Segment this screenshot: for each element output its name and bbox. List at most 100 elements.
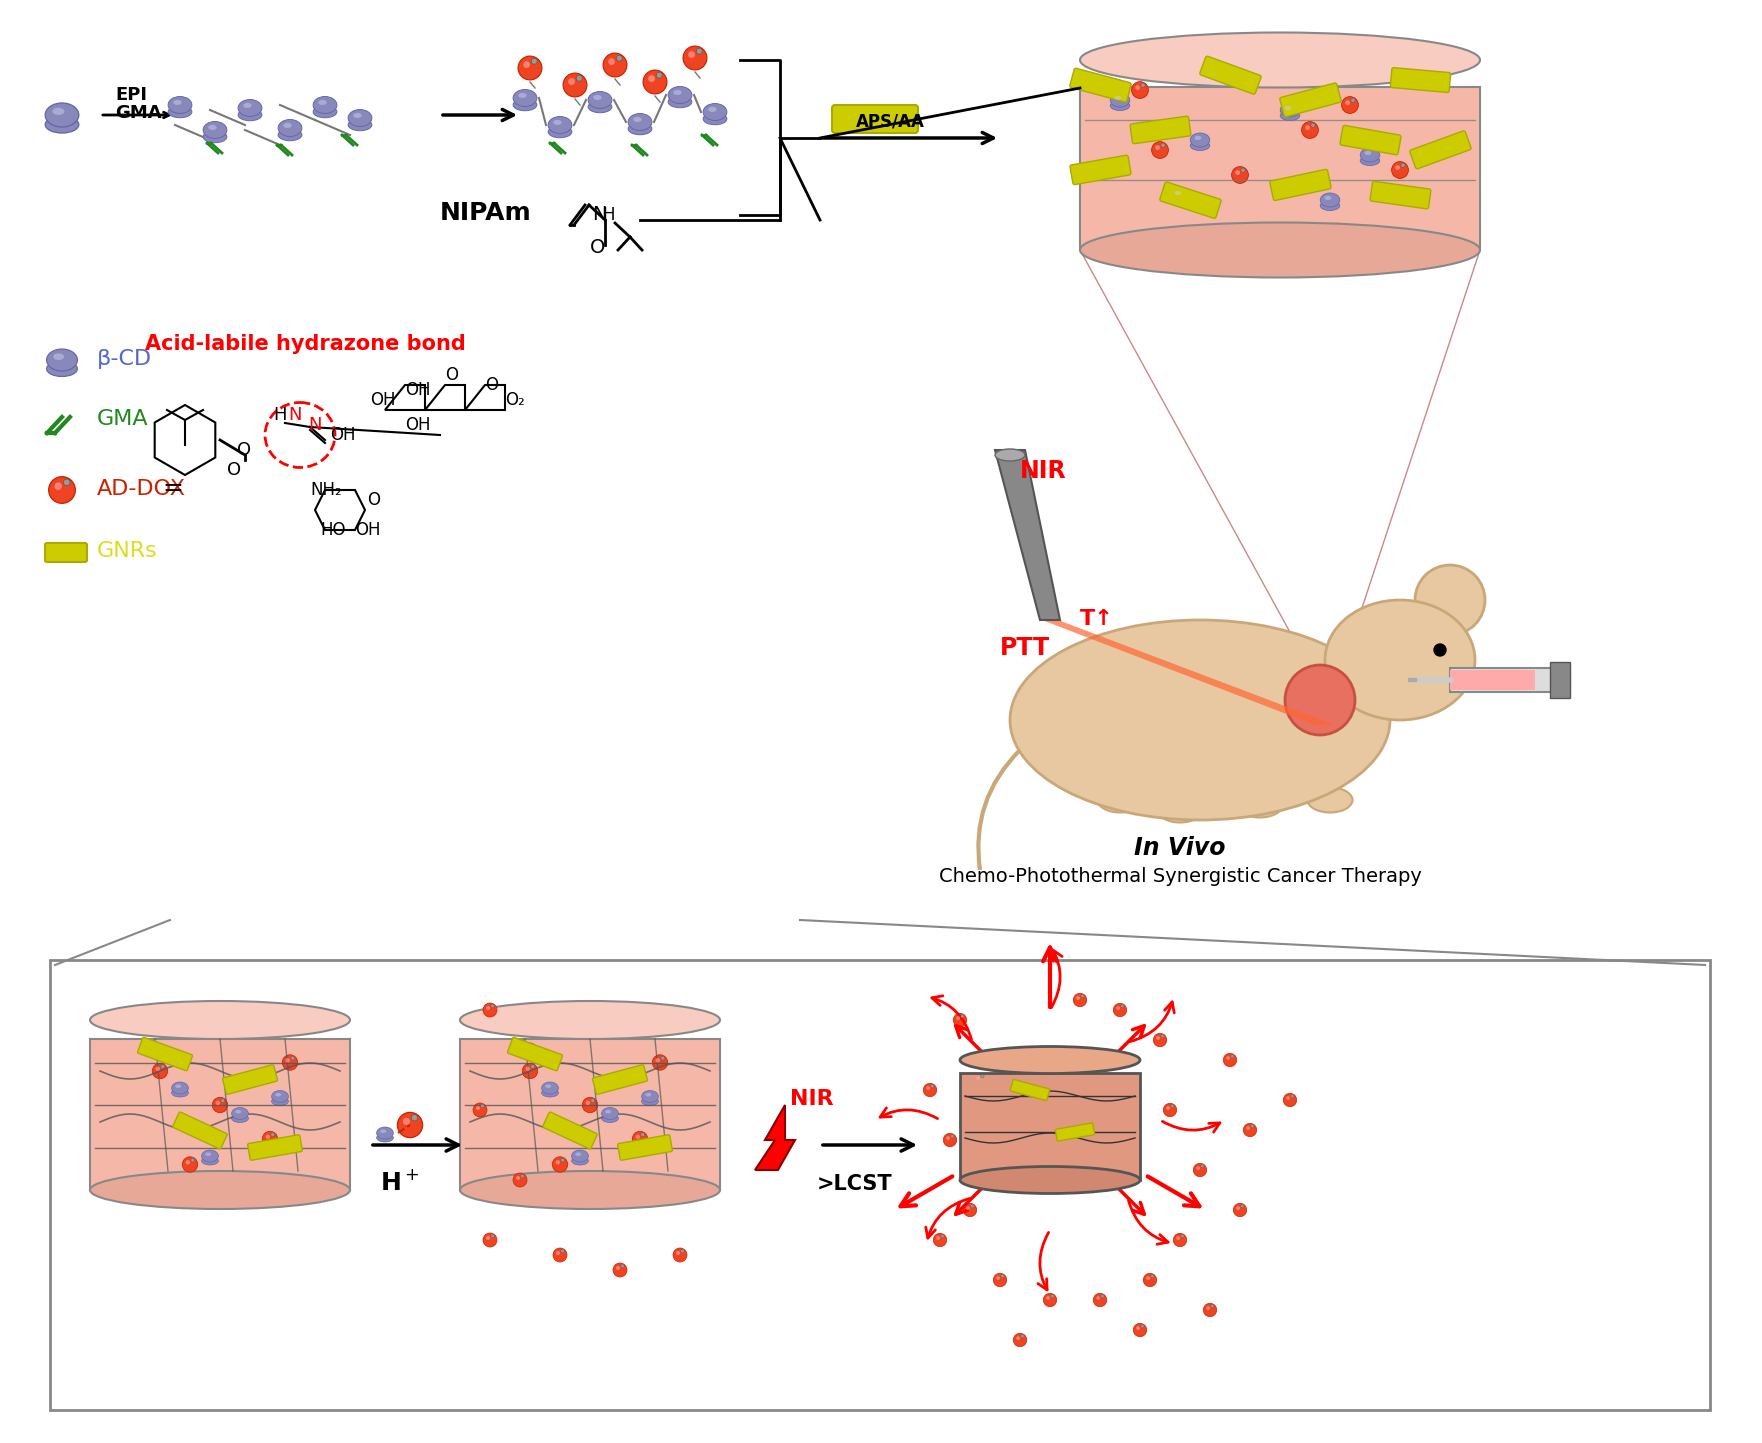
- Ellipse shape: [349, 110, 372, 127]
- Text: HO: HO: [321, 521, 345, 540]
- Circle shape: [603, 53, 627, 76]
- Ellipse shape: [46, 117, 79, 133]
- Circle shape: [581, 1097, 597, 1113]
- Ellipse shape: [604, 1110, 611, 1114]
- Circle shape: [513, 1173, 527, 1188]
- Ellipse shape: [589, 91, 611, 108]
- Text: O: O: [485, 377, 499, 394]
- Circle shape: [483, 1232, 497, 1247]
- Circle shape: [976, 1076, 980, 1079]
- Circle shape: [476, 1105, 479, 1110]
- Ellipse shape: [1175, 190, 1181, 195]
- Ellipse shape: [90, 1001, 351, 1039]
- Circle shape: [1001, 1274, 1004, 1278]
- Polygon shape: [1080, 87, 1480, 250]
- Ellipse shape: [673, 89, 682, 95]
- Circle shape: [608, 58, 615, 65]
- Ellipse shape: [594, 95, 601, 100]
- Circle shape: [155, 1066, 160, 1071]
- Circle shape: [190, 1159, 194, 1162]
- Circle shape: [1013, 1333, 1027, 1346]
- Circle shape: [643, 71, 666, 94]
- Ellipse shape: [1284, 105, 1292, 110]
- Circle shape: [1050, 1294, 1054, 1297]
- Ellipse shape: [513, 89, 537, 107]
- Circle shape: [696, 48, 703, 55]
- Ellipse shape: [541, 1088, 559, 1097]
- Circle shape: [1161, 143, 1165, 147]
- Circle shape: [1286, 1097, 1290, 1100]
- Ellipse shape: [1320, 193, 1339, 206]
- Ellipse shape: [633, 117, 641, 123]
- Circle shape: [1154, 1033, 1166, 1046]
- Circle shape: [1232, 166, 1249, 183]
- Circle shape: [590, 1098, 594, 1102]
- Ellipse shape: [1158, 798, 1202, 823]
- Ellipse shape: [352, 113, 361, 118]
- Circle shape: [63, 479, 70, 486]
- Circle shape: [655, 72, 663, 78]
- Ellipse shape: [167, 105, 192, 118]
- Circle shape: [1133, 1323, 1147, 1336]
- Text: Acid-labile hydrazone bond: Acid-labile hydrazone bond: [144, 333, 465, 354]
- Circle shape: [677, 1251, 680, 1255]
- Ellipse shape: [1360, 149, 1380, 162]
- Circle shape: [486, 1006, 490, 1010]
- Ellipse shape: [601, 1107, 618, 1120]
- Ellipse shape: [174, 1084, 181, 1088]
- Circle shape: [1080, 994, 1084, 999]
- Circle shape: [946, 1136, 950, 1140]
- Ellipse shape: [571, 1150, 589, 1162]
- Polygon shape: [460, 1039, 721, 1190]
- Ellipse shape: [271, 1091, 289, 1102]
- Text: NIPAm: NIPAm: [440, 201, 532, 225]
- Circle shape: [1047, 1296, 1050, 1300]
- Circle shape: [1283, 1094, 1297, 1107]
- Ellipse shape: [171, 1088, 189, 1097]
- Ellipse shape: [1010, 620, 1390, 820]
- Circle shape: [263, 1131, 278, 1147]
- Circle shape: [655, 1058, 661, 1062]
- Circle shape: [522, 1175, 525, 1177]
- Circle shape: [648, 75, 655, 82]
- Text: N: N: [592, 205, 606, 224]
- Text: NIR: NIR: [789, 1089, 833, 1110]
- Circle shape: [957, 1016, 960, 1020]
- Ellipse shape: [641, 1097, 659, 1105]
- Polygon shape: [1450, 668, 1570, 693]
- Circle shape: [398, 1113, 423, 1137]
- Ellipse shape: [171, 1082, 189, 1094]
- Ellipse shape: [960, 1046, 1140, 1074]
- Text: H: H: [603, 206, 615, 224]
- Circle shape: [1237, 1206, 1240, 1211]
- Circle shape: [492, 1234, 495, 1238]
- Circle shape: [585, 1101, 590, 1105]
- FancyBboxPatch shape: [1390, 68, 1450, 92]
- Ellipse shape: [1195, 136, 1202, 140]
- Text: β-CD: β-CD: [97, 349, 152, 369]
- Circle shape: [215, 1101, 220, 1105]
- Ellipse shape: [90, 1172, 351, 1209]
- Ellipse shape: [589, 101, 611, 113]
- Polygon shape: [1551, 662, 1570, 698]
- Circle shape: [492, 1004, 495, 1007]
- Circle shape: [55, 482, 62, 491]
- Circle shape: [1073, 993, 1087, 1007]
- Circle shape: [555, 1160, 560, 1165]
- Circle shape: [943, 1133, 957, 1147]
- FancyBboxPatch shape: [1270, 169, 1330, 201]
- Text: O: O: [238, 442, 252, 459]
- Circle shape: [152, 1063, 167, 1079]
- Polygon shape: [960, 1074, 1140, 1180]
- Circle shape: [553, 1248, 567, 1263]
- Ellipse shape: [518, 92, 527, 98]
- Circle shape: [1151, 1274, 1154, 1278]
- Circle shape: [1392, 162, 1408, 179]
- Ellipse shape: [231, 1114, 248, 1123]
- Circle shape: [1135, 85, 1140, 89]
- Ellipse shape: [201, 1157, 218, 1165]
- Circle shape: [973, 1074, 987, 1087]
- Ellipse shape: [319, 100, 326, 105]
- Circle shape: [941, 1234, 944, 1238]
- Circle shape: [613, 1263, 627, 1277]
